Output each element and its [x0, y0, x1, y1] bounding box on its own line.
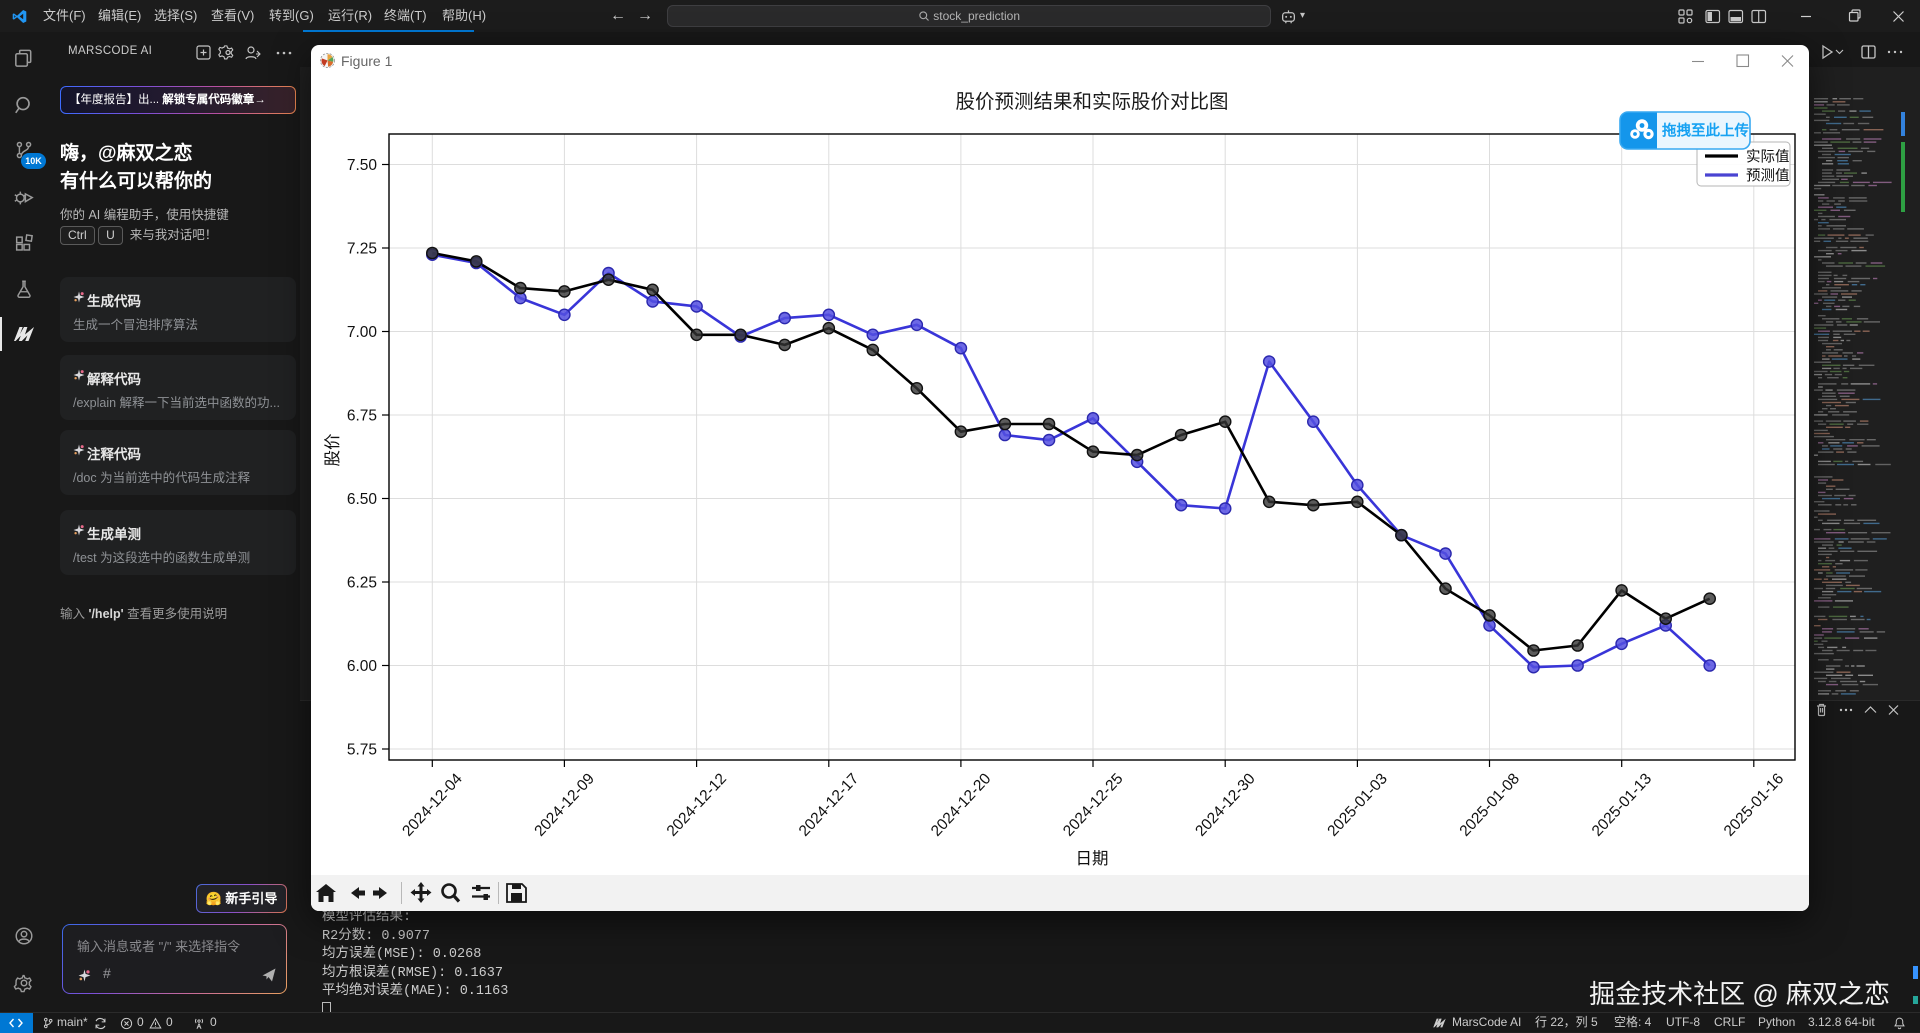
svg-text:2025-01-03: 2025-01-03: [1324, 770, 1391, 840]
svg-text:股价预测结果和实际股价对比图: 股价预测结果和实际股价对比图: [955, 91, 1228, 113]
svg-text:5.75: 5.75: [347, 742, 377, 759]
svg-text:拖拽至此上传: 拖拽至此上传: [1662, 122, 1749, 140]
svg-text:6.25: 6.25: [347, 575, 377, 592]
svg-text:6.75: 6.75: [347, 408, 377, 425]
svg-text:7.50: 7.50: [347, 157, 378, 174]
svg-text:2024-12-04: 2024-12-04: [399, 770, 466, 840]
svg-text:2025-01-08: 2025-01-08: [1456, 770, 1523, 840]
svg-text:日期: 日期: [1076, 849, 1109, 868]
svg-text:实际值: 实际值: [1746, 149, 1790, 166]
svg-text:2025-01-16: 2025-01-16: [1721, 770, 1788, 840]
svg-text:7.00: 7.00: [347, 324, 378, 341]
svg-text:2024-12-25: 2024-12-25: [1060, 770, 1127, 840]
svg-text:2024-12-20: 2024-12-20: [928, 770, 995, 840]
svg-text:预测值: 预测值: [1746, 168, 1790, 185]
svg-text:2024-12-30: 2024-12-30: [1192, 770, 1259, 840]
svg-text:2024-12-17: 2024-12-17: [796, 770, 863, 840]
svg-text:7.25: 7.25: [347, 241, 377, 258]
svg-text:股价: 股价: [323, 434, 342, 467]
svg-text:2024-12-09: 2024-12-09: [531, 770, 598, 840]
svg-text:6.00: 6.00: [347, 658, 378, 675]
svg-text:6.50: 6.50: [347, 491, 378, 508]
svg-text:2024-12-12: 2024-12-12: [664, 770, 731, 840]
svg-text:2025-01-13: 2025-01-13: [1589, 770, 1656, 840]
